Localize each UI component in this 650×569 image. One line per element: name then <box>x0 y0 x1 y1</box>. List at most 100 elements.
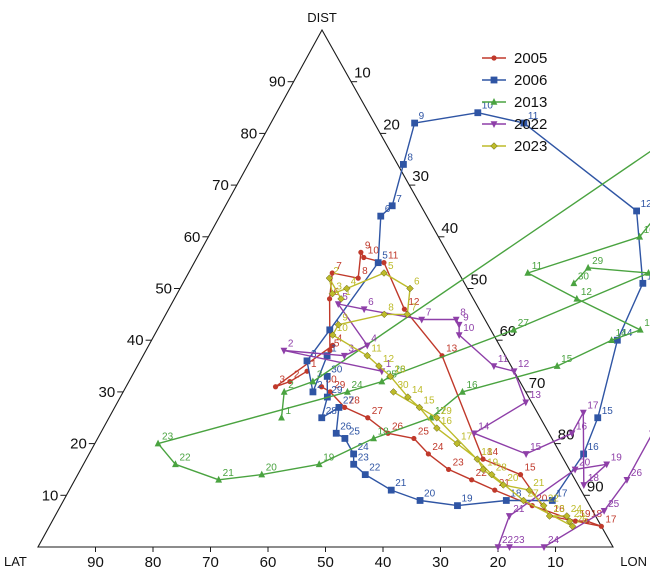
point-label-2023: 14 <box>412 385 424 396</box>
data-point-2023 <box>380 310 389 319</box>
data-point-2023 <box>375 362 383 370</box>
data-point-2023 <box>453 439 461 448</box>
dist-tick-label: 40 <box>127 332 144 349</box>
legend-item-2006: 2006 <box>482 72 547 89</box>
point-label-2023: 3 <box>336 282 342 293</box>
data-point-2022 <box>540 544 548 551</box>
data-point-2006 <box>387 486 395 494</box>
point-label-2023: 9 <box>342 313 348 324</box>
data-point-2023 <box>568 522 577 531</box>
series-2005: 1234567891011121314151617181920212223242… <box>272 240 617 529</box>
point-label-2022: 8 <box>460 308 466 319</box>
legend-item-2005: 2005 <box>482 50 547 67</box>
point-label-2023: 1 <box>345 287 351 298</box>
data-point-2005 <box>365 415 371 421</box>
data-point-2005 <box>318 384 325 390</box>
point-label-2005: 29 <box>334 380 346 391</box>
data-point-2022 <box>571 466 579 474</box>
point-label-2013: 29 <box>592 256 604 267</box>
data-point-2023 <box>565 517 574 525</box>
legend-item-2023: 2023 <box>482 138 547 155</box>
point-label-2022: 13 <box>530 390 542 401</box>
point-label-2006: 24 <box>358 442 370 453</box>
data-point-2023 <box>334 320 343 329</box>
point-label-2006: 27 <box>343 395 355 406</box>
data-point-2022 <box>522 451 530 458</box>
point-label-2022: 2 <box>288 339 294 350</box>
data-point-2006 <box>335 404 343 411</box>
data-point-2022 <box>568 430 576 438</box>
data-point-2013 <box>524 268 532 276</box>
data-point-2013 <box>645 268 650 276</box>
data-point-2006 <box>633 207 640 215</box>
point-label-2022: 26 <box>631 468 643 479</box>
data-point-2023 <box>328 331 337 339</box>
point-label-2022: 23 <box>514 535 526 546</box>
data-point-2022 <box>470 430 478 438</box>
data-point-2023 <box>488 470 496 479</box>
data-point-2006 <box>309 388 317 396</box>
point-label-2023: 4 <box>351 277 357 288</box>
data-point-2023 <box>479 465 487 474</box>
point-label-2023: 25 <box>574 509 586 520</box>
data-point-2022 <box>603 461 611 469</box>
data-point-2022 <box>510 368 518 376</box>
data-point-2005 <box>361 254 367 261</box>
point-label-2022: 18 <box>588 473 600 484</box>
point-label-2006: 12 <box>641 199 650 210</box>
data-point-2022 <box>360 306 368 314</box>
point-label-2006: 11 <box>528 111 539 122</box>
data-point-2006 <box>613 336 621 344</box>
point-label-2013: 27 <box>518 318 530 329</box>
dist-tick-label: 10 <box>42 487 59 504</box>
lat-tick-label: 60 <box>260 554 277 569</box>
point-label-2023: 5 <box>388 261 394 272</box>
point-label-2023: 2 <box>333 266 339 277</box>
data-point-2005 <box>446 466 452 473</box>
point-label-2013: 1 <box>286 406 292 417</box>
data-point-2022 <box>455 321 463 329</box>
data-point-2022 <box>579 409 587 417</box>
point-label-2013: 16 <box>466 380 478 391</box>
legend-marker <box>490 98 498 105</box>
data-point-2013 <box>608 336 615 343</box>
point-label-2022: 15 <box>530 442 542 453</box>
data-point-2022 <box>506 544 513 551</box>
point-label-2006: 15 <box>602 406 614 417</box>
point-label-2005: 8 <box>362 266 368 277</box>
point-label-2005: 16 <box>554 504 566 515</box>
point-label-2006: 2 <box>317 380 323 391</box>
data-point-2005 <box>401 306 407 312</box>
data-point-2013 <box>636 325 644 333</box>
data-point-2005 <box>480 456 486 462</box>
series-line-2022 <box>283 303 650 548</box>
data-point-2005 <box>598 523 604 529</box>
data-point-2022 <box>600 508 608 515</box>
point-label-2005: 17 <box>605 514 617 525</box>
legend-label: 2005 <box>514 50 547 67</box>
point-label-2023: 27 <box>528 488 540 499</box>
data-point-2023 <box>545 512 554 520</box>
point-label-2023: 18 <box>481 447 493 458</box>
point-label-2005: 10 <box>368 245 380 256</box>
data-point-2013 <box>280 387 288 395</box>
data-point-2006 <box>400 161 407 168</box>
point-label-2013: 23 <box>162 432 174 443</box>
data-point-2005 <box>572 518 579 524</box>
point-label-2023: 29 <box>441 406 453 417</box>
point-label-2023: 26 <box>577 514 589 525</box>
data-point-2006 <box>318 414 326 422</box>
point-label-2022: 10 <box>463 323 475 334</box>
data-point-2022 <box>505 513 513 520</box>
point-label-2023: 12 <box>383 354 395 365</box>
data-point-2006 <box>520 119 528 127</box>
data-point-2023 <box>539 501 548 510</box>
point-label-2023: 17 <box>461 432 473 443</box>
data-point-2005 <box>330 342 336 348</box>
data-point-2005 <box>492 487 498 493</box>
data-point-2023 <box>325 274 334 282</box>
data-point-2023 <box>404 393 412 401</box>
data-point-2023 <box>337 295 345 303</box>
